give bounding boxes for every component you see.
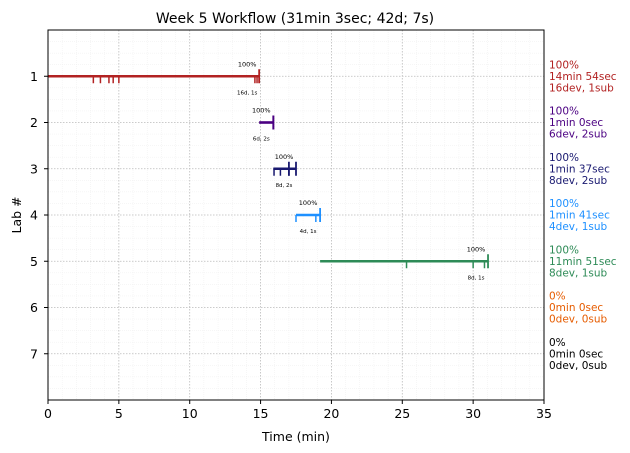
lab-summary-line: 0min 0sec <box>549 348 603 360</box>
y-tick-label: 5 <box>30 254 38 269</box>
lab-summary-line: 100% <box>549 59 579 71</box>
x-tick-label: 20 <box>323 406 339 421</box>
lab-percent-label: 100% <box>238 60 257 68</box>
x-tick-label: 25 <box>394 406 410 421</box>
lab-percent-label: 100% <box>299 199 318 207</box>
lab-count-label: 8d, 2s <box>276 183 293 189</box>
x-axis-label: Time (min) <box>261 429 330 444</box>
y-axis-label: Lab # <box>9 196 24 233</box>
x-tick-label: 0 <box>44 406 52 421</box>
lab-summary-line: 4dev, 1sub <box>549 221 608 233</box>
lab-summary-line: 0dev, 0sub <box>549 314 608 326</box>
lab-summary-line: 100% <box>549 244 579 256</box>
x-tick-label: 5 <box>115 406 123 421</box>
lab-count-label: 16d, 1s <box>237 90 257 96</box>
lab-summary-line: 0% <box>549 337 566 349</box>
lab-summary-line: 100% <box>549 152 579 164</box>
lab-summary-line: 11min 51sec <box>549 256 617 268</box>
lab-summary-line: 100% <box>549 198 579 210</box>
y-axis: 1 2 3 4 5 6 7 <box>30 69 48 361</box>
x-tick-label: 15 <box>253 406 269 421</box>
y-tick-label: 4 <box>30 208 38 223</box>
y-tick-label: 7 <box>30 346 38 361</box>
lab-summary-line: 100% <box>549 106 579 118</box>
x-tick-label: 10 <box>182 406 198 421</box>
lab-summary-line: 0min 0sec <box>549 302 603 314</box>
grid <box>47 30 545 400</box>
lab-summary-line: 8dev, 1sub <box>549 267 608 279</box>
lab-count-label: 6d, 2s <box>253 137 270 143</box>
lab-summary-line: 1min 0sec <box>549 117 603 129</box>
lab-summary-line: 8dev, 2sub <box>549 175 608 187</box>
lab-summary-line: 6dev, 2sub <box>549 129 608 141</box>
x-axis: 0 5 10 15 20 25 30 35 <box>44 400 552 421</box>
lab-summary-line: 0% <box>549 291 566 303</box>
lab-bars: 100% 16d, 1s 100% 6d, 2s 100% 8d, 2s 100% 4d, 1… <box>48 60 489 281</box>
y-tick-label: 6 <box>30 300 38 315</box>
lab-summary-line: 1min 41sec <box>549 210 610 222</box>
lab-summary-line: 14min 54sec <box>549 71 617 83</box>
lab-percent-label: 100% <box>252 107 271 115</box>
lab-summary-line: 0dev, 0sub <box>549 360 608 372</box>
lab-summary-line: 1min 37sec <box>549 163 610 175</box>
y-tick-label: 1 <box>30 69 38 84</box>
lab-percent-label: 100% <box>275 153 294 161</box>
x-tick-label: 30 <box>465 406 481 421</box>
lab-percent-label: 100% <box>467 245 486 253</box>
lab-count-label: 8d, 1s <box>468 275 485 281</box>
y-tick-label: 2 <box>30 115 38 130</box>
x-tick-label: 35 <box>536 406 552 421</box>
lab-summary-line: 16dev, 1sub <box>549 82 614 94</box>
chart-title: Week 5 Workflow (31min 3sec; 42d; 7s) <box>156 11 434 27</box>
y-tick-label: 3 <box>30 161 38 176</box>
lab-count-label: 4d, 1s <box>300 229 317 235</box>
